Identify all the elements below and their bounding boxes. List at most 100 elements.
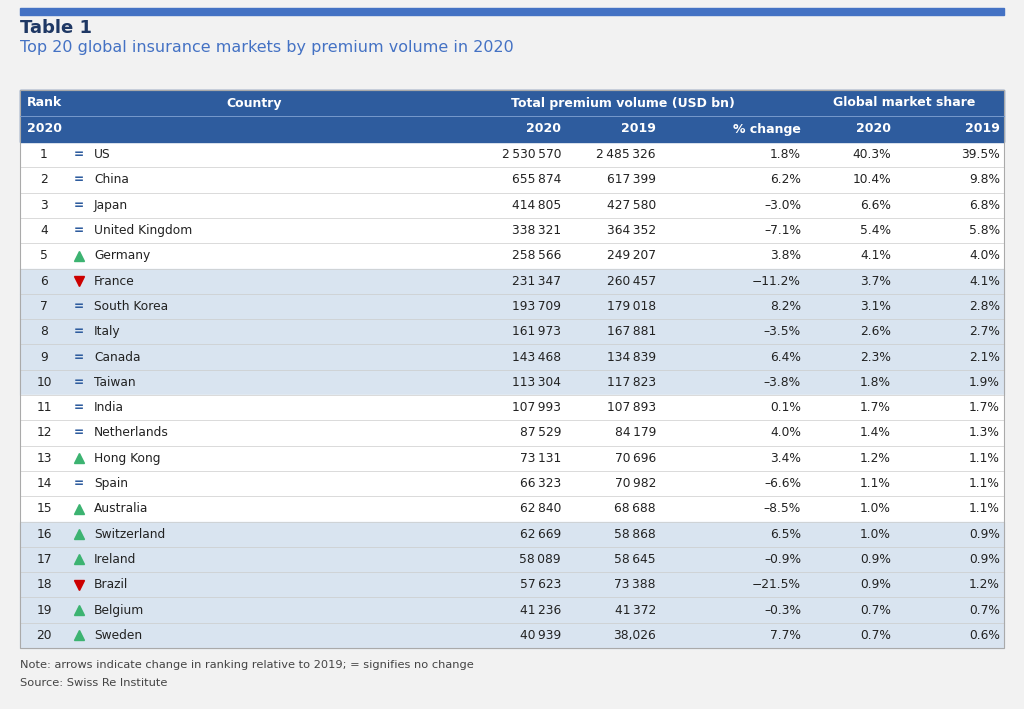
Text: 6.5%: 6.5% [770,527,801,541]
Text: –3.8%: –3.8% [764,376,801,389]
Bar [20,167,1004,193]
Text: Rank: Rank [27,96,61,109]
Text: =: = [74,426,84,440]
Text: 58 089: 58 089 [519,553,561,566]
Text: 655 874: 655 874 [512,174,561,186]
Text: 40 939: 40 939 [520,629,561,642]
Text: Ireland: Ireland [94,553,136,566]
Text: 2: 2 [40,174,48,186]
Text: 10.4%: 10.4% [852,174,891,186]
Text: Country: Country [226,96,282,109]
Text: 9.8%: 9.8% [969,174,1000,186]
Bar [20,269,1004,294]
Text: 1.2%: 1.2% [860,452,891,465]
Text: 2.7%: 2.7% [969,325,1000,338]
Text: 2020: 2020 [856,123,891,135]
Text: 39.5%: 39.5% [962,148,1000,161]
Text: 4.0%: 4.0% [969,250,1000,262]
Text: 13: 13 [36,452,52,465]
Text: 1.2%: 1.2% [969,579,1000,591]
Text: Total premium volume (USD bn): Total premium volume (USD bn) [511,96,734,109]
Text: −11.2%: −11.2% [752,274,801,288]
Text: 0.7%: 0.7% [860,603,891,617]
Text: 16: 16 [36,527,52,541]
Text: 2.8%: 2.8% [969,300,1000,313]
Text: 338 321: 338 321 [512,224,561,237]
Text: 1.0%: 1.0% [860,503,891,515]
Text: 1.7%: 1.7% [969,401,1000,414]
Bar [20,496,1004,522]
Text: South Korea: South Korea [94,300,168,313]
Text: 7.7%: 7.7% [770,629,801,642]
Text: 0.7%: 0.7% [969,603,1000,617]
Text: 107 993: 107 993 [512,401,561,414]
Text: 4: 4 [40,224,48,237]
Text: 62 840: 62 840 [519,503,561,515]
Text: 6.8%: 6.8% [969,199,1000,212]
Text: 2020: 2020 [526,123,561,135]
Bar [20,471,1004,496]
Text: 107 893: 107 893 [607,401,656,414]
Text: 258 566: 258 566 [512,250,561,262]
Text: 38,026: 38,026 [613,629,656,642]
Text: =: = [74,376,84,389]
Bar [20,623,1004,648]
Text: Switzerland: Switzerland [94,527,165,541]
Text: 2019: 2019 [622,123,656,135]
Text: 2.1%: 2.1% [969,350,1000,364]
Bar [20,142,1004,167]
Text: 6.6%: 6.6% [860,199,891,212]
Text: 0.1%: 0.1% [770,401,801,414]
Text: Taiwan: Taiwan [94,376,135,389]
Text: United Kingdom: United Kingdom [94,224,193,237]
Text: 3.8%: 3.8% [770,250,801,262]
Text: 18: 18 [36,579,52,591]
Text: =: = [74,477,84,490]
Text: 4.1%: 4.1% [969,274,1000,288]
Text: Top 20 global insurance markets by premium volume in 2020: Top 20 global insurance markets by premi… [20,40,514,55]
Text: 4.1%: 4.1% [860,250,891,262]
Text: 0.9%: 0.9% [969,553,1000,566]
Text: China: China [94,174,129,186]
Bar [20,522,1004,547]
Text: =: = [74,224,84,237]
Text: India: India [94,401,124,414]
Text: 0.9%: 0.9% [969,527,1000,541]
Bar [20,218,1004,243]
Text: 6.4%: 6.4% [770,350,801,364]
Text: 231 347: 231 347 [512,274,561,288]
Bar [20,90,1004,142]
Text: 8: 8 [40,325,48,338]
Text: –0.9%: –0.9% [764,553,801,566]
Text: 2.3%: 2.3% [860,350,891,364]
Text: 3.7%: 3.7% [860,274,891,288]
Text: Brazil: Brazil [94,579,128,591]
Text: 0.6%: 0.6% [969,629,1000,642]
Text: 6.2%: 6.2% [770,174,801,186]
Bar [20,572,1004,598]
Text: 193 709: 193 709 [512,300,561,313]
Text: =: = [74,325,84,338]
Text: France: France [94,274,135,288]
Bar [20,243,1004,269]
Text: 87 529: 87 529 [519,426,561,440]
Bar [20,8,1004,15]
Text: Note: arrows indicate change in ranking relative to 2019; = signifies no change: Note: arrows indicate change in ranking … [20,660,474,670]
Text: =: = [74,199,84,212]
Bar [20,445,1004,471]
Bar [20,294,1004,319]
Text: 3.4%: 3.4% [770,452,801,465]
Text: 12: 12 [36,426,52,440]
Text: 5.4%: 5.4% [860,224,891,237]
Text: 5.8%: 5.8% [969,224,1000,237]
Text: 5: 5 [40,250,48,262]
Bar [20,193,1004,218]
Text: 73 388: 73 388 [614,579,656,591]
Text: Japan: Japan [94,199,128,212]
Bar [20,420,1004,445]
Text: 11: 11 [36,401,52,414]
Text: 1.7%: 1.7% [860,401,891,414]
Text: 15: 15 [36,503,52,515]
Text: 41 236: 41 236 [520,603,561,617]
Text: 427 580: 427 580 [607,199,656,212]
